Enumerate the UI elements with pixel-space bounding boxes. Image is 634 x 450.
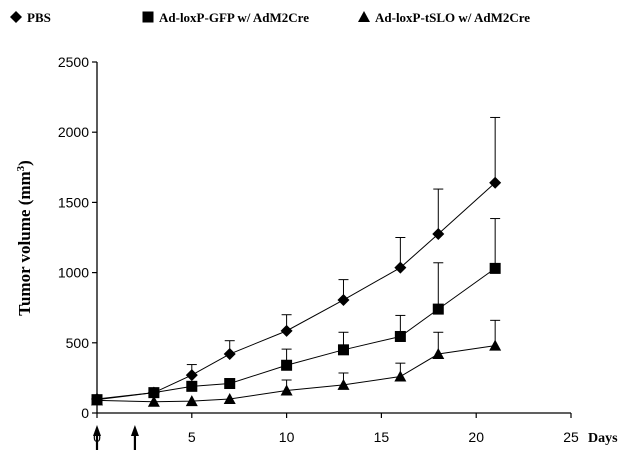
y-axis-title-suffix: ) <box>15 160 34 166</box>
square-marker <box>432 303 444 315</box>
series-line <box>96 267 496 401</box>
square-marker <box>148 387 160 399</box>
y-tick-label: 0 <box>81 405 89 421</box>
square-marker <box>186 380 198 392</box>
legend-item: Ad-loxP-GFP w/ AdM2Cre <box>142 10 309 25</box>
legend-item: PBS <box>10 10 51 25</box>
series-3 <box>91 319 502 407</box>
plot-area <box>91 116 502 407</box>
y-axis-title-superscript: 3 <box>15 165 27 171</box>
diamond-marker <box>489 176 502 189</box>
diamond-marker <box>432 227 445 240</box>
y-tick-label: 1500 <box>58 194 89 210</box>
square-marker <box>142 11 154 23</box>
square-marker <box>489 262 501 274</box>
square-marker <box>281 359 293 371</box>
legend-label: PBS <box>27 10 51 25</box>
triangle-marker <box>432 348 445 360</box>
square-marker <box>224 378 236 390</box>
axes: 050010001500200025000510152025 <box>58 54 579 450</box>
y-tick-label: 2500 <box>58 54 89 70</box>
x-tick-label: 5 <box>188 429 196 445</box>
triangle-marker <box>280 384 293 396</box>
x-tick-label: 10 <box>279 429 295 445</box>
square-marker <box>337 344 349 356</box>
y-tick-label: 1000 <box>58 265 89 281</box>
diamond-marker <box>280 324 293 337</box>
y-tick-label: 2000 <box>58 124 89 140</box>
series-2 <box>91 218 501 406</box>
series-1 <box>91 116 502 405</box>
x-tick-label: 20 <box>468 429 484 445</box>
triangle-marker <box>147 395 160 407</box>
triangle-marker <box>489 339 502 351</box>
diamond-marker <box>337 293 350 306</box>
y-axis-title-main: Tumor volume (mm <box>15 171 34 316</box>
y-tick-label: 500 <box>66 335 90 351</box>
treatment-arrow-head <box>130 425 139 436</box>
triangle-marker <box>223 392 236 404</box>
diamond-marker <box>10 11 22 23</box>
diamond-marker <box>223 348 236 361</box>
legend-label: Ad-loxP-GFP w/ AdM2Cre <box>159 10 309 25</box>
series-line <box>96 182 496 400</box>
x-tick-label: 25 <box>563 429 579 445</box>
diamond-marker <box>394 261 407 274</box>
x-tick-label: 15 <box>374 429 390 445</box>
square-marker <box>394 330 406 342</box>
triangle-marker <box>358 11 370 22</box>
legend: PBS Ad-loxP-GFP w/ AdM2Cre Ad-loxP-tSLO w/… <box>10 10 530 25</box>
legend-item: Ad-loxP-tSLO w/ AdM2Cre <box>358 10 530 25</box>
treatment-arrow-head <box>93 425 101 436</box>
legend-label: Ad-loxP-tSLO w/ AdM2Cre <box>375 10 530 25</box>
diamond-marker <box>185 369 198 382</box>
triangle-marker <box>337 378 350 390</box>
triangle-marker <box>185 395 198 407</box>
triangle-marker <box>91 394 103 406</box>
x-axis-title: Days <box>588 431 618 446</box>
y-axis-title: Tumor volume (mm3) <box>15 160 34 316</box>
triangle-marker <box>394 370 407 382</box>
